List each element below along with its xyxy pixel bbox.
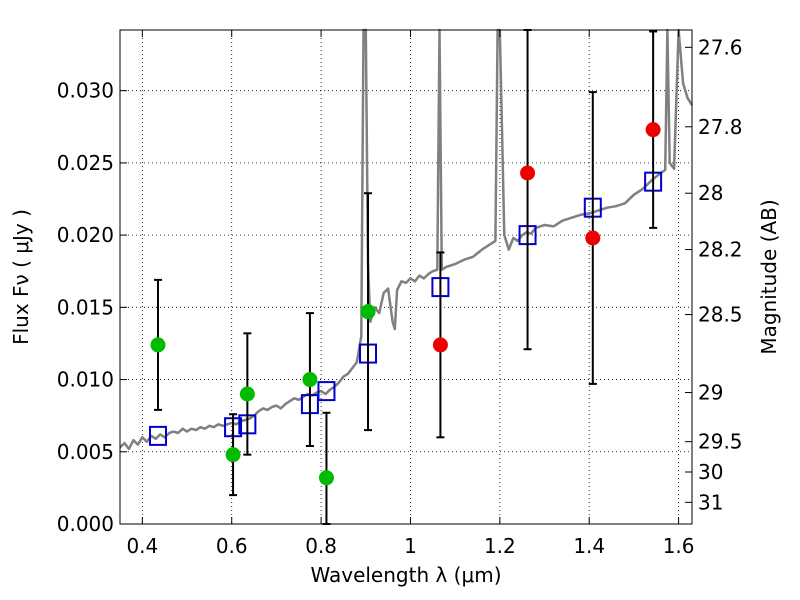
plot-frame: [119, 29, 693, 525]
model-spectrum: [119, 28, 694, 451]
y2-tick-label: 27.8: [698, 115, 743, 139]
y2-axis-ticks: 27.6 27.8 28 28.2 28.5 29 29.5 30 31: [685, 35, 743, 514]
x-tick-label: 1: [404, 534, 417, 558]
x-tick-label: 0.4: [126, 534, 158, 558]
x-tick-label: 1.6: [663, 534, 695, 558]
y2-axis-label: Magnitude (AB): [757, 199, 781, 354]
y-tick-label: 0.020: [57, 223, 114, 247]
y-tick-label: 0.005: [57, 440, 114, 464]
y2-tick-label: 29: [698, 381, 723, 405]
y-tick-label: 0.025: [57, 151, 114, 175]
y-tick-label: 0.015: [57, 295, 114, 319]
detected-point: [318, 470, 334, 486]
undetected-point: [432, 337, 448, 353]
y2-tick-label: 31: [698, 490, 723, 514]
y-tick-label: 0.000: [57, 512, 114, 536]
x-tick-label: 1.4: [573, 534, 605, 558]
detected-point: [225, 447, 241, 463]
detected-point: [302, 372, 318, 388]
model-photometry-square: [317, 381, 336, 402]
y2-tick-label: 30: [698, 460, 723, 484]
x-tick-label: 0.8: [305, 534, 337, 558]
model-spectrum-line: [119, 28, 694, 451]
y-tick-label: 0.010: [57, 368, 114, 392]
undetected-point: [520, 165, 536, 181]
y2-tick-label: 28.5: [698, 303, 743, 327]
x-tick-label: 0.6: [216, 534, 248, 558]
y2-tick-label: 28.2: [698, 238, 743, 262]
y2-tick-label: 29.5: [698, 430, 743, 454]
detected-point: [360, 304, 376, 320]
observed-photometry-markers: [150, 122, 661, 486]
x-axis-ticks: 0.4 0.6 0.8 1 1.2 1.4 1.6: [126, 30, 695, 558]
y2-tick-label: 28: [698, 181, 723, 205]
grid-lines: [120, 30, 692, 525]
detected-point: [150, 337, 166, 353]
x-tick-label: 1.2: [484, 534, 516, 558]
model-photometry-markers: [148, 171, 663, 446]
y-axis-label: Flux Fν ( μJy ): [9, 209, 33, 345]
undetected-point: [585, 230, 601, 246]
y-tick-label: 0.030: [57, 79, 114, 103]
undetected-point: [645, 122, 661, 138]
detected-point: [239, 386, 255, 402]
x-axis-label: Wavelength λ (μm): [310, 563, 501, 587]
y2-tick-label: 27.6: [698, 35, 743, 59]
y-axis-ticks: 0.000 0.005 0.010 0.015 0.020 0.025 0.030: [57, 79, 127, 536]
model-photometry-square: [148, 425, 167, 446]
